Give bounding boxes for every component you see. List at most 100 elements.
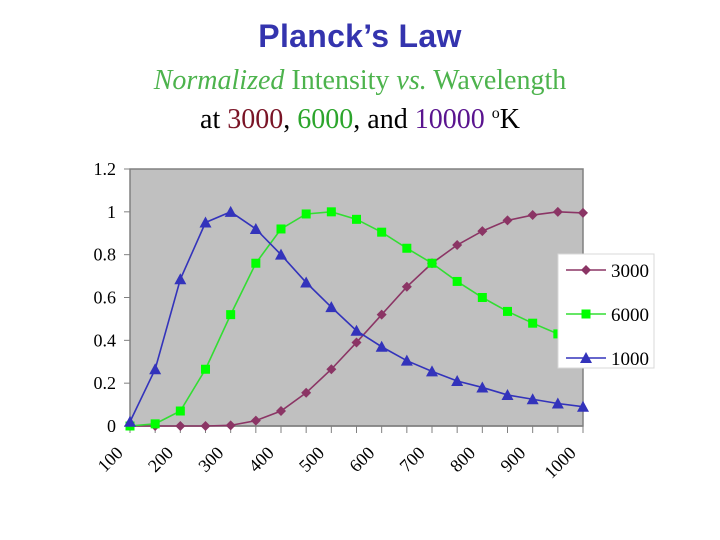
plot-area xyxy=(129,168,584,427)
triangle-marker xyxy=(451,375,464,387)
square-marker xyxy=(175,406,185,416)
legend-item-1000: 1000 xyxy=(566,349,649,370)
square-marker xyxy=(528,318,538,328)
legend-item-3000: 3000 xyxy=(566,261,649,282)
y-axis: 0 0.2 0.4 0.6 0.8 1 1.2 xyxy=(94,159,130,436)
triangle-marker xyxy=(501,388,514,400)
diamond-marker xyxy=(477,226,488,237)
triangle-marker xyxy=(249,222,262,234)
triangle-marker xyxy=(580,352,592,363)
x-tick-label: 400 xyxy=(245,443,278,476)
triangle-marker xyxy=(325,301,338,313)
diamond-marker xyxy=(175,421,186,431)
triangle-marker xyxy=(375,340,388,352)
triangle-marker xyxy=(350,324,363,336)
square-marker xyxy=(377,227,387,237)
diamond-marker xyxy=(527,210,538,221)
x-axis: 100 200 300 400 500 600 700 800 900 1000 xyxy=(94,425,584,483)
chart-subtitle: Normalized Intensity vs. Wavelength xyxy=(0,65,720,97)
legend-item-6000: 6000 xyxy=(566,305,649,326)
diamond-marker xyxy=(452,240,463,251)
square-marker xyxy=(251,258,261,268)
diamond-marker xyxy=(552,206,563,217)
series-1000 xyxy=(124,205,589,427)
diamond-marker xyxy=(502,215,513,226)
square-marker xyxy=(226,310,236,320)
subtitle-italic: Normalized xyxy=(153,65,285,96)
x-tick-label: 100 xyxy=(94,443,127,476)
square-marker xyxy=(503,306,512,316)
diamond-marker xyxy=(326,364,337,375)
temp-10000: 10000 xyxy=(414,104,485,135)
square-marker xyxy=(402,243,412,253)
diamond-marker xyxy=(581,265,591,275)
triangle-marker xyxy=(275,248,287,260)
temps-separator-1: , xyxy=(283,104,298,135)
subtitle-text-2: Wavelength xyxy=(426,65,567,96)
diamond-marker xyxy=(200,421,211,431)
square-marker xyxy=(326,207,336,217)
y-tick-label: 1.2 xyxy=(94,159,117,179)
y-tick-label: 1 xyxy=(107,202,116,222)
y-tick-label: 0.8 xyxy=(94,245,117,265)
series-6000 xyxy=(125,207,588,431)
square-marker xyxy=(301,209,311,219)
triangle-marker xyxy=(149,363,162,375)
diamond-marker xyxy=(401,281,412,292)
triangle-marker xyxy=(426,365,438,377)
legend-label: 1000 xyxy=(611,349,649,370)
triangle-marker xyxy=(224,205,237,217)
triangle-marker xyxy=(526,393,539,405)
legend-label: 3000 xyxy=(611,261,649,282)
subtitle-text-1: Intensity xyxy=(284,65,397,96)
triangle-marker xyxy=(476,381,489,393)
square-marker xyxy=(477,293,487,302)
x-tick-label: 900 xyxy=(496,443,529,476)
degree-symbol: o xyxy=(491,105,500,122)
x-tick-label: 500 xyxy=(295,443,328,476)
triangle-marker xyxy=(124,415,136,427)
x-tick-label: 200 xyxy=(144,443,177,476)
square-marker xyxy=(427,258,437,268)
triangle-marker xyxy=(577,400,589,412)
triangle-marker xyxy=(400,354,413,366)
x-tick-label: 700 xyxy=(396,443,429,476)
temps-prefix: at xyxy=(200,104,228,135)
x-tick-label: 800 xyxy=(446,443,479,476)
x-tick-label: 300 xyxy=(194,443,227,476)
series-group xyxy=(124,205,589,431)
subtitle-vs: vs. xyxy=(396,65,427,96)
diamond-marker xyxy=(250,415,261,426)
unit-kelvin: K xyxy=(499,104,520,135)
square-marker xyxy=(201,364,210,374)
diamond-marker xyxy=(351,337,362,348)
diamond-marker xyxy=(225,420,236,431)
triangle-marker xyxy=(199,216,212,228)
temp-3000: 3000 xyxy=(227,104,284,135)
legend: 3000 6000 1000 xyxy=(557,253,655,370)
temps-separator-2: , and xyxy=(353,104,415,135)
triangle-marker xyxy=(300,276,313,288)
diamond-marker xyxy=(376,309,387,320)
square-marker xyxy=(150,419,160,429)
x-tick-label: 1000 xyxy=(540,443,580,483)
triangle-marker xyxy=(551,397,564,409)
diamond-marker xyxy=(578,207,588,218)
diamond-marker xyxy=(301,387,312,398)
triangle-marker xyxy=(174,273,187,285)
chart-title: Planck’s Law xyxy=(258,18,462,54)
diamond-marker xyxy=(276,406,286,417)
square-marker xyxy=(581,309,591,319)
chart-temperatures-line: at 3000, 6000, and 10000 oK xyxy=(0,104,720,136)
y-tick-label: 0.6 xyxy=(94,288,117,308)
legend-box xyxy=(557,253,655,369)
y-tick-label: 0.4 xyxy=(94,330,117,350)
temp-6000: 6000 xyxy=(297,104,354,135)
square-marker xyxy=(276,224,286,234)
square-marker xyxy=(452,276,462,286)
legend-label: 6000 xyxy=(611,305,649,326)
square-marker xyxy=(352,214,361,224)
x-tick-label: 600 xyxy=(345,443,378,476)
y-tick-label: 0.2 xyxy=(94,373,117,393)
